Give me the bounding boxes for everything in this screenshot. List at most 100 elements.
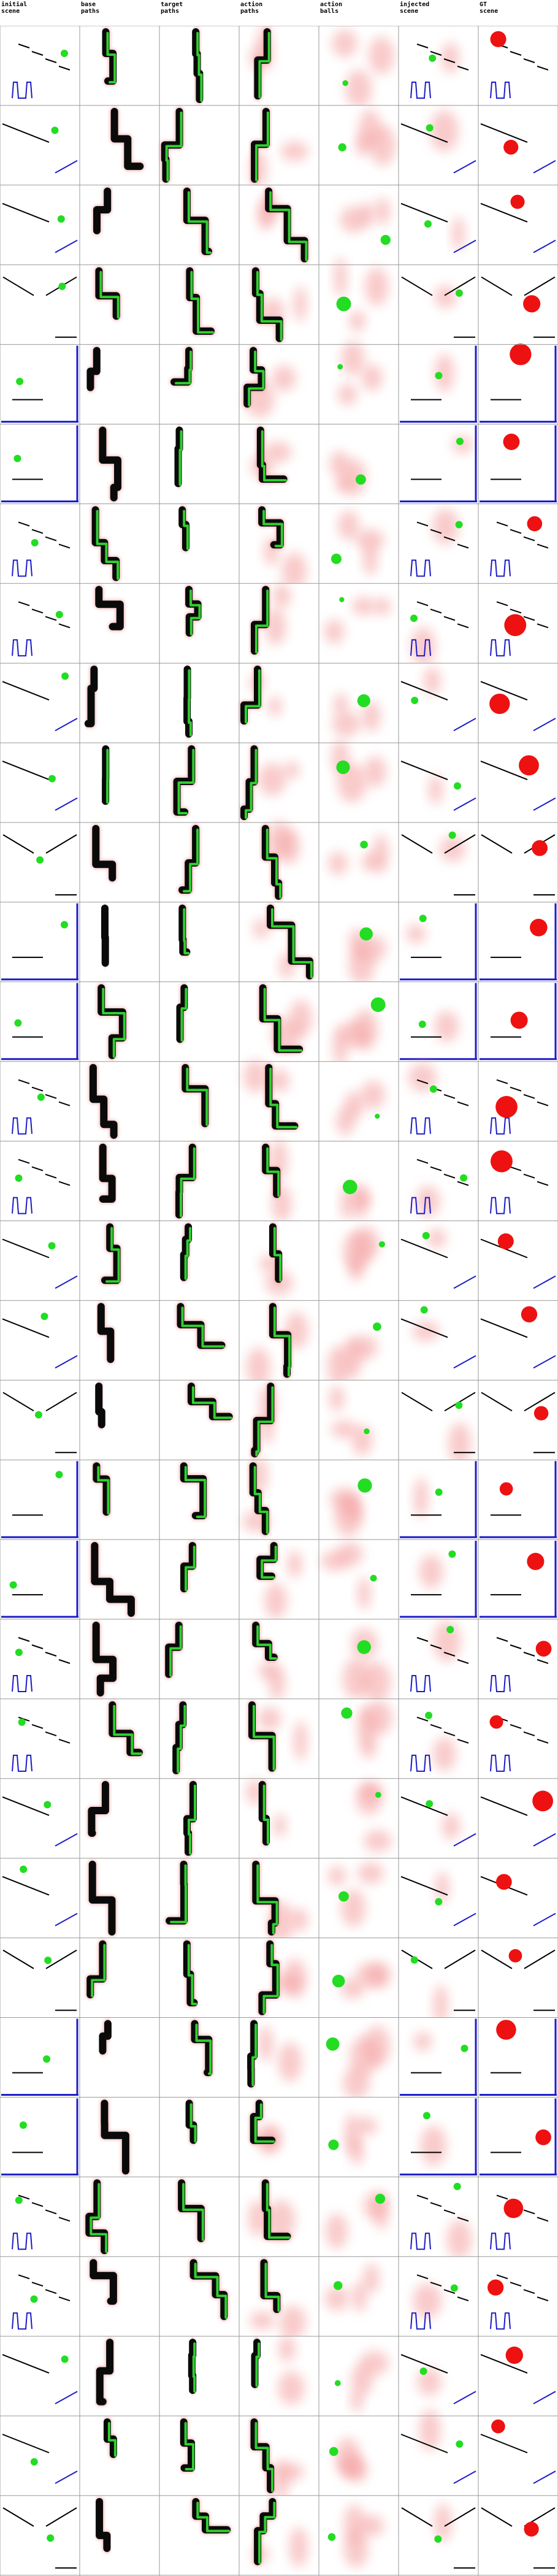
scene-panel	[319, 981, 399, 1066]
scene-panel	[478, 504, 558, 584]
heat-blob	[273, 583, 291, 608]
scene-panel	[399, 1061, 478, 1141]
ball	[523, 295, 541, 313]
ball	[37, 1093, 45, 1101]
scene-dash	[510, 608, 522, 614]
path-highlight	[91, 1944, 106, 1998]
path-highlight	[248, 350, 265, 407]
goal-bar	[533, 1275, 556, 1289]
scene-panel	[478, 1061, 558, 1141]
scene-panel	[399, 344, 478, 424]
path-highlight	[251, 2023, 258, 2087]
scene-panel	[159, 663, 239, 743]
scene-bar	[401, 834, 433, 854]
scene-panel	[159, 185, 239, 265]
ball	[456, 2440, 464, 2448]
scene-dash	[496, 2195, 508, 2200]
scene-dash	[18, 1159, 30, 1164]
scene-bar	[2, 2507, 34, 2527]
scene-panel	[239, 981, 319, 1062]
scene-panel	[239, 1858, 319, 1943]
scene-panel	[0, 2495, 80, 2575]
column-header-line: base	[81, 1, 96, 8]
scene-panel	[478, 105, 558, 185]
scene-dash	[430, 608, 442, 614]
scene-bar	[2, 681, 50, 701]
path-stroke	[90, 2259, 117, 2305]
scene-panel	[159, 424, 239, 504]
column-header-line: action	[320, 1, 343, 8]
scene-dash	[31, 529, 44, 534]
panel-background	[159, 1061, 239, 1141]
goal-container	[490, 639, 511, 657]
path-stroke	[96, 2339, 114, 2405]
path-stroke	[91, 1542, 135, 1617]
ball	[336, 760, 350, 775]
scene-panel	[478, 2097, 558, 2177]
panel-background	[159, 1938, 239, 2018]
scene-panel	[80, 504, 159, 584]
column-header: action paths	[240, 1, 318, 15]
scene-panel	[80, 2336, 159, 2416]
panel-background	[0, 1300, 80, 1381]
scene-panel	[159, 2017, 239, 2098]
scene-panel	[0, 264, 80, 345]
heat-blob	[343, 1231, 371, 1271]
goal-bar	[55, 160, 78, 174]
scene-panel	[319, 26, 399, 108]
path-highlight	[184, 1227, 192, 1280]
scene-panel	[239, 2335, 319, 2416]
scene-bar	[401, 2507, 433, 2527]
path-highlight	[266, 1147, 280, 1197]
scene-bar	[400, 1318, 448, 1338]
panel-background	[239, 2495, 319, 2575]
scene-panel	[319, 185, 399, 265]
heat-blob	[273, 2459, 289, 2501]
ball	[34, 1411, 42, 1419]
scene-panel	[0, 1300, 80, 1381]
heat-blob	[411, 627, 436, 666]
scene-dash	[457, 2296, 469, 2302]
scene-bar	[481, 1949, 513, 1969]
scene-panel	[478, 902, 558, 982]
scene-panel	[159, 2256, 239, 2337]
ball	[499, 1482, 513, 1496]
scene-panel	[159, 1778, 239, 1858]
path-highlight	[165, 111, 183, 182]
path-stroke	[189, 2259, 228, 2320]
ball	[490, 31, 506, 47]
heat-blob	[283, 1958, 307, 1998]
scene-bar	[524, 1949, 556, 1969]
ball	[15, 1174, 23, 1182]
panel-background	[0, 2256, 80, 2337]
ball	[453, 2182, 461, 2190]
scene-panel	[239, 26, 319, 105]
path-highlight	[177, 749, 195, 815]
scene-dash	[58, 1101, 71, 1106]
goal-bar	[55, 1912, 78, 1926]
path-highlight	[90, 2183, 108, 2253]
panel-background	[399, 424, 478, 504]
column-header-line: scene	[1, 8, 20, 15]
scene-panel	[0, 1380, 80, 1460]
scene-panel	[239, 1060, 319, 1141]
scene-dash	[523, 58, 535, 63]
scene-bar	[400, 761, 448, 781]
ball	[420, 1306, 428, 1314]
path-highlight	[256, 1864, 278, 1934]
scene-panel	[159, 504, 239, 584]
heat-blob	[432, 1737, 456, 1771]
scene-panel	[399, 1300, 478, 1381]
scene-panel	[80, 1858, 159, 1938]
scene-bar	[400, 123, 448, 143]
panel-background	[478, 1858, 558, 1938]
scene-panel	[399, 185, 478, 265]
scene-bar	[2, 123, 50, 143]
ball	[357, 1640, 371, 1654]
goal-container	[410, 639, 431, 657]
ball	[327, 2533, 336, 2541]
heat-blob	[328, 851, 348, 875]
panel-background	[0, 2416, 80, 2496]
heat-blob	[408, 1063, 437, 1092]
panel-background	[80, 1698, 159, 1779]
